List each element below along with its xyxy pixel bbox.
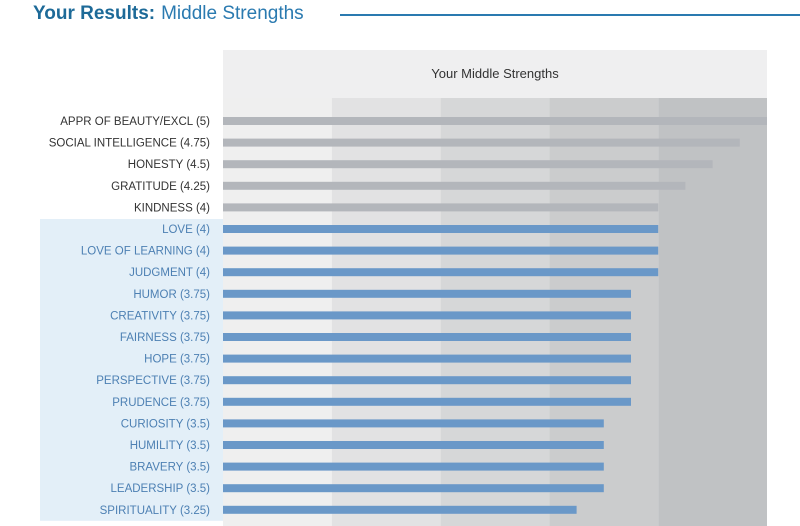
category-label: SPIRITUALITY (3.25) <box>100 505 211 517</box>
category-label: CREATIVITY (3.75) <box>110 310 210 322</box>
category-label: SOCIAL INTELLIGENCE (4.75) <box>49 138 210 150</box>
bar <box>223 376 631 385</box>
bar <box>223 117 767 125</box>
bar <box>223 333 631 341</box>
category-label: APPR OF BEAUTY/EXCL (5) <box>60 116 210 128</box>
bar <box>223 181 686 190</box>
bar <box>223 138 740 147</box>
highlight-panel <box>40 219 223 521</box>
category-label: KINDNESS (4) <box>134 202 210 214</box>
bar <box>223 160 713 169</box>
bar <box>223 505 577 514</box>
category-label: FAIRNESS (3.75) <box>120 332 210 344</box>
category-label: HUMOR (3.75) <box>133 289 210 301</box>
category-label: HOPE (3.75) <box>144 354 210 366</box>
bar <box>223 289 631 298</box>
category-label: PRUDENCE (3.75) <box>112 397 210 409</box>
category-label: CURIOSITY (3.5) <box>121 418 210 430</box>
category-label: BRAVERY (3.5) <box>129 462 210 474</box>
category-label: HONESTY (4.5) <box>128 159 210 171</box>
bar <box>223 354 631 363</box>
category-label: PERSPECTIVE (3.75) <box>96 375 210 387</box>
category-label: LOVE (4) <box>162 224 210 236</box>
chart-title: Your Middle Strengths <box>431 66 559 81</box>
header-title-light: Middle Strengths <box>161 3 304 24</box>
results-header: Your Results: Middle Strengths <box>33 0 304 28</box>
bar <box>223 203 659 212</box>
bar <box>223 311 631 320</box>
bar <box>223 268 659 277</box>
category-label: LOVE OF LEARNING (4) <box>81 246 210 258</box>
chart-title-band <box>223 50 767 98</box>
category-label: HUMILITY (3.5) <box>130 440 210 452</box>
category-label: GRATITUDE (4.25) <box>111 181 210 193</box>
header-title-bold: Your Results: <box>33 3 156 24</box>
bar <box>223 484 604 493</box>
category-label: JUDGMENT (4) <box>129 267 210 279</box>
header-rule <box>340 14 800 16</box>
bar <box>223 225 659 233</box>
category-label: LEADERSHIP (3.5) <box>111 483 211 495</box>
bar <box>223 246 659 255</box>
background-band <box>658 98 767 526</box>
bar <box>223 441 604 449</box>
bar <box>223 397 631 406</box>
bar <box>223 462 604 471</box>
bar <box>223 419 604 428</box>
